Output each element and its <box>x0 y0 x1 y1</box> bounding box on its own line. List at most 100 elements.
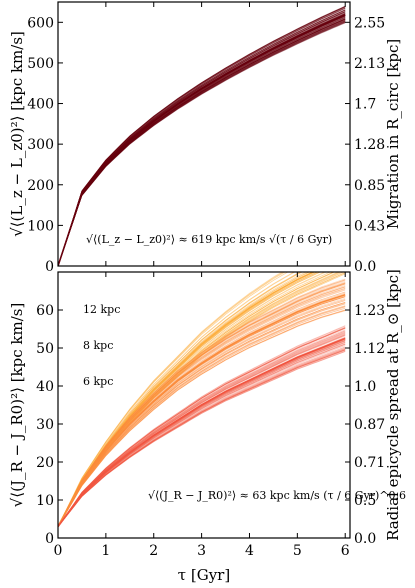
series-realisation-line <box>58 10 346 266</box>
top-ticks <box>57 2 350 267</box>
series-realisation-line <box>58 13 346 266</box>
series-realisation-line <box>58 5 346 266</box>
series-realisation-line <box>58 283 346 527</box>
series-realisation-line <box>58 11 346 266</box>
series-realisation-line <box>58 303 346 527</box>
series-realisation-line <box>58 309 346 527</box>
series-realisation-line <box>58 330 346 527</box>
series-realisation-line <box>58 306 346 527</box>
series-realisation-line <box>58 305 346 527</box>
legend-12kpc: 12 kpc <box>83 303 120 316</box>
y-tick-label: 100 <box>27 218 54 234</box>
series-realisation-line <box>58 333 346 527</box>
series-realisation-line <box>58 16 346 266</box>
series-realisation-line <box>58 272 286 527</box>
series-realisation-line <box>58 331 346 527</box>
y-tick-label-right: 1.7 <box>354 97 376 113</box>
series-realisation-line <box>58 305 346 527</box>
series-line <box>58 337 346 528</box>
series-line <box>58 13 346 266</box>
y-tick-label-right: 0.5 <box>354 493 376 509</box>
series-realisation-line <box>58 283 346 527</box>
series-realisation-line <box>58 345 346 527</box>
top-ylabel-right: Migration in R_circ [kpc] <box>384 39 402 230</box>
series-realisation-line <box>58 20 346 266</box>
x-tick-label: 2 <box>149 543 158 559</box>
series-realisation-line <box>58 9 346 266</box>
series-realisation-line <box>58 331 346 527</box>
series-realisation-line <box>58 15 346 266</box>
series-realisation-line <box>58 327 346 527</box>
top-curves <box>58 5 346 266</box>
series-realisation-line <box>58 18 346 266</box>
series-line <box>58 272 316 527</box>
series-realisation-line <box>58 272 285 527</box>
series-realisation-line <box>58 349 346 527</box>
series-realisation-line <box>58 333 346 527</box>
series-realisation-line <box>58 342 346 527</box>
series-realisation-line <box>58 20 346 266</box>
series-realisation-line <box>58 7 346 266</box>
series-realisation-line <box>58 18 346 266</box>
series-realisation-line <box>58 15 346 266</box>
series-realisation-line <box>58 310 346 527</box>
bottom-ylabel-right: Radial epicycle spread at R_⊙ [kpc] <box>384 269 402 541</box>
series-realisation-line <box>58 12 346 266</box>
series-realisation-line <box>58 327 346 527</box>
series-realisation-line <box>58 282 346 527</box>
series-realisation-line <box>58 15 346 266</box>
series-realisation-line <box>58 272 289 527</box>
top-annotation: √⟨(L_z − L_z0)²⟩ ≈ 619 kpc km/s √(τ / 6 … <box>86 233 332 246</box>
series-realisation-line <box>58 284 346 527</box>
series-realisation-line <box>58 289 346 527</box>
series-realisation-line <box>58 14 346 266</box>
series-realisation-line <box>58 18 346 266</box>
series-realisation-line <box>58 14 346 266</box>
series-realisation-line <box>58 15 346 266</box>
series-realisation-line <box>58 327 346 527</box>
series-realisation-line <box>58 299 346 527</box>
series-realisation-line <box>58 21 346 266</box>
series-realisation-line <box>58 7 346 266</box>
series-realisation-line <box>58 6 346 266</box>
series-realisation-line <box>58 343 346 527</box>
series-realisation-line <box>58 15 346 266</box>
series-realisation-line <box>58 6 346 266</box>
legend-6kpc: 6 kpc <box>83 375 113 388</box>
series-realisation-line <box>58 272 286 527</box>
series-realisation-line <box>58 7 346 266</box>
series-realisation-line <box>58 7 346 266</box>
y-tick-label: 60 <box>36 303 54 319</box>
series-realisation-line <box>58 22 346 266</box>
series-realisation-line <box>58 334 346 527</box>
series-realisation-line <box>58 346 346 527</box>
series-realisation-line <box>58 330 346 527</box>
series-realisation-line <box>58 272 304 527</box>
series-realisation-line <box>58 272 322 527</box>
series-realisation-line <box>58 21 346 266</box>
series-realisation-line <box>58 328 346 527</box>
series-realisation-line <box>58 6 346 266</box>
series-realisation-line <box>58 326 346 527</box>
series-realisation-line <box>58 18 346 266</box>
series-realisation-line <box>58 344 346 527</box>
y-tick-label: 0 <box>45 531 54 547</box>
series-realisation-line <box>58 18 346 266</box>
series-realisation-line <box>58 289 346 527</box>
series-realisation-line <box>58 272 308 527</box>
legend-8kpc: 8 kpc <box>83 339 113 352</box>
x-tick-label: 6 <box>341 543 350 559</box>
series-realisation-line <box>58 11 346 266</box>
series-realisation-line <box>58 15 346 266</box>
series-realisation-line <box>58 22 346 266</box>
series-realisation-line <box>58 349 346 527</box>
y-tick-label-right: 1.0 <box>354 379 376 395</box>
x-tick-label: 3 <box>197 543 206 559</box>
series-realisation-line <box>58 13 346 266</box>
y-tick-label-right: 0.0 <box>354 259 376 275</box>
series-realisation-line <box>58 302 346 527</box>
series-realisation-line <box>58 272 295 527</box>
series-realisation-line <box>58 15 346 266</box>
x-tick-label: 1 <box>101 543 110 559</box>
series-realisation-line <box>58 5 346 266</box>
